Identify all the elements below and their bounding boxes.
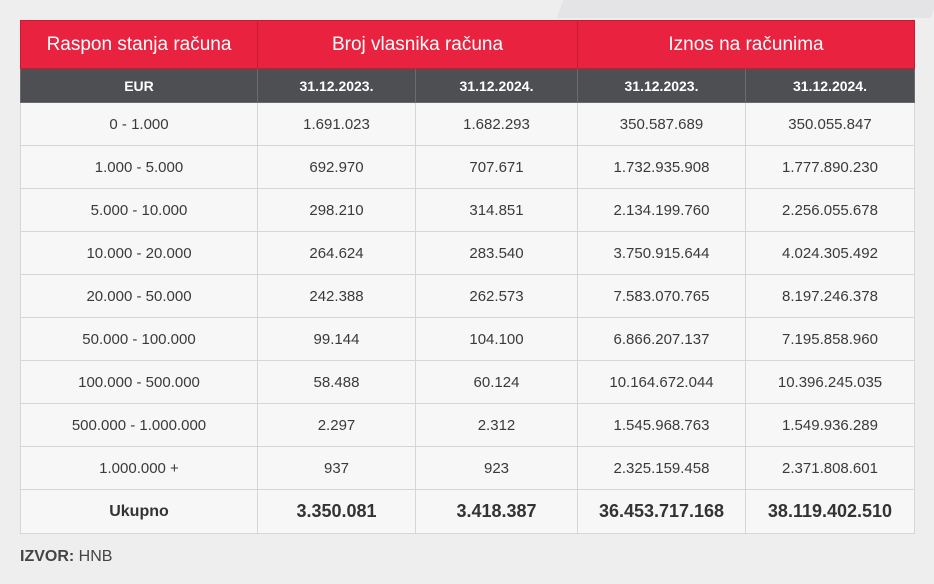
- header-unit: EUR: [20, 68, 258, 103]
- range-cell: 20.000 - 50.000: [20, 274, 258, 318]
- amount-2023-cell: 3.750.915.644: [577, 231, 746, 275]
- table-row: 10.000 - 20.000 264.624 283.540 3.750.915.6…: [20, 231, 915, 275]
- amount-2024-cell: 350.055.847: [745, 102, 915, 146]
- count-2024-cell: 2.312: [415, 403, 578, 447]
- header-date: 31.12.2023.: [257, 68, 416, 103]
- amount-2023-cell: 350.587.689: [577, 102, 746, 146]
- total-amount-2023: 36.453.717.168: [577, 489, 746, 534]
- table-row: 50.000 - 100.000 99.144 104.100 6.866.207.1…: [20, 317, 915, 361]
- count-2024-cell: 923: [415, 446, 578, 490]
- count-2023-cell: 298.210: [257, 188, 416, 232]
- count-2024-cell: 262.573: [415, 274, 578, 318]
- range-cell: 100.000 - 500.000: [20, 360, 258, 404]
- table-row: 0 - 1.000 1.691.023 1.682.293 350.587.689 35…: [20, 102, 915, 146]
- amount-2024-cell: 10.396.245.035: [745, 360, 915, 404]
- count-2023-cell: 692.970: [257, 145, 416, 189]
- total-label: Ukupno: [20, 489, 258, 534]
- amount-2024-cell: 2.256.055.678: [745, 188, 915, 232]
- count-2024-cell: 283.540: [415, 231, 578, 275]
- count-2023-cell: 242.388: [257, 274, 416, 318]
- amount-2024-cell: 4.024.305.492: [745, 231, 915, 275]
- count-2024-cell: 104.100: [415, 317, 578, 361]
- header-date: 31.12.2023.: [577, 68, 746, 103]
- count-2023-cell: 264.624: [257, 231, 416, 275]
- count-2023-cell: 99.144: [257, 317, 416, 361]
- range-cell: 10.000 - 20.000: [20, 231, 258, 275]
- count-2023-cell: 1.691.023: [257, 102, 416, 146]
- total-count-2024: 3.418.387: [415, 489, 578, 534]
- table-row: 500.000 - 1.000.000 2.297 2.312 1.545.968.7…: [20, 403, 915, 447]
- header-date: 31.12.2024.: [415, 68, 578, 103]
- account-balance-table: Raspon stanja računa Broj vlasnika račun…: [20, 20, 915, 534]
- total-amount-2024: 38.119.402.510: [745, 489, 915, 534]
- amount-2024-cell: 7.195.858.960: [745, 317, 915, 361]
- header-owners-count: Broj vlasnika računa: [257, 20, 578, 69]
- range-cell: 1.000 - 5.000: [20, 145, 258, 189]
- count-2023-cell: 2.297: [257, 403, 416, 447]
- amount-2023-cell: 2.134.199.760: [577, 188, 746, 232]
- source-note: IZVOR: HNB: [20, 548, 112, 566]
- count-2024-cell: 707.671: [415, 145, 578, 189]
- source-value: HNB: [78, 548, 113, 565]
- table-row: 100.000 - 500.000 58.488 60.124 10.164.672.…: [20, 360, 915, 404]
- table-row: 5.000 - 10.000 298.210 314.851 2.134.199.76…: [20, 188, 915, 232]
- total-count-2023: 3.350.081: [257, 489, 416, 534]
- header-row-dates: EUR 31.12.2023. 31.12.2024. 31.12.2023. …: [20, 68, 915, 103]
- amount-2023-cell: 1.545.968.763: [577, 403, 746, 447]
- amount-2024-cell: 8.197.246.378: [745, 274, 915, 318]
- range-cell: 1.000.000 +: [20, 446, 258, 490]
- amount-2024-cell: 1.777.890.230: [745, 145, 915, 189]
- count-2024-cell: 60.124: [415, 360, 578, 404]
- source-label: IZVOR:: [20, 548, 75, 565]
- amount-2023-cell: 7.583.070.765: [577, 274, 746, 318]
- count-2024-cell: 314.851: [415, 188, 578, 232]
- amount-2023-cell: 2.325.159.458: [577, 446, 746, 490]
- header-amounts: Iznos na računima: [577, 20, 915, 69]
- table-row: 20.000 - 50.000 242.388 262.573 7.583.070.7…: [20, 274, 915, 318]
- amount-2023-cell: 6.866.207.137: [577, 317, 746, 361]
- header-row-groups: Raspon stanja računa Broj vlasnika račun…: [20, 20, 915, 69]
- count-2023-cell: 937: [257, 446, 416, 490]
- range-cell: 5.000 - 10.000: [20, 188, 258, 232]
- amount-2023-cell: 10.164.672.044: [577, 360, 746, 404]
- amount-2024-cell: 1.549.936.289: [745, 403, 915, 447]
- range-cell: 500.000 - 1.000.000: [20, 403, 258, 447]
- header-range: Raspon stanja računa: [20, 20, 258, 69]
- amount-2023-cell: 1.732.935.908: [577, 145, 746, 189]
- table-row: 1.000.000 +937 923 2.325.159.458 2.371.808.…: [20, 446, 915, 490]
- count-2023-cell: 58.488: [257, 360, 416, 404]
- background-shape: [556, 0, 934, 18]
- count-2024-cell: 1.682.293: [415, 102, 578, 146]
- header-date: 31.12.2024.: [745, 68, 915, 103]
- range-cell: 0 - 1.000: [20, 102, 258, 146]
- range-cell: 50.000 - 100.000: [20, 317, 258, 361]
- table-row: 1.000 - 5.000 692.970 707.671 1.732.935.908…: [20, 145, 915, 189]
- total-row: Ukupno 3.350.081 3.418.387 36.453.717.16…: [20, 489, 915, 534]
- amount-2024-cell: 2.371.808.601: [745, 446, 915, 490]
